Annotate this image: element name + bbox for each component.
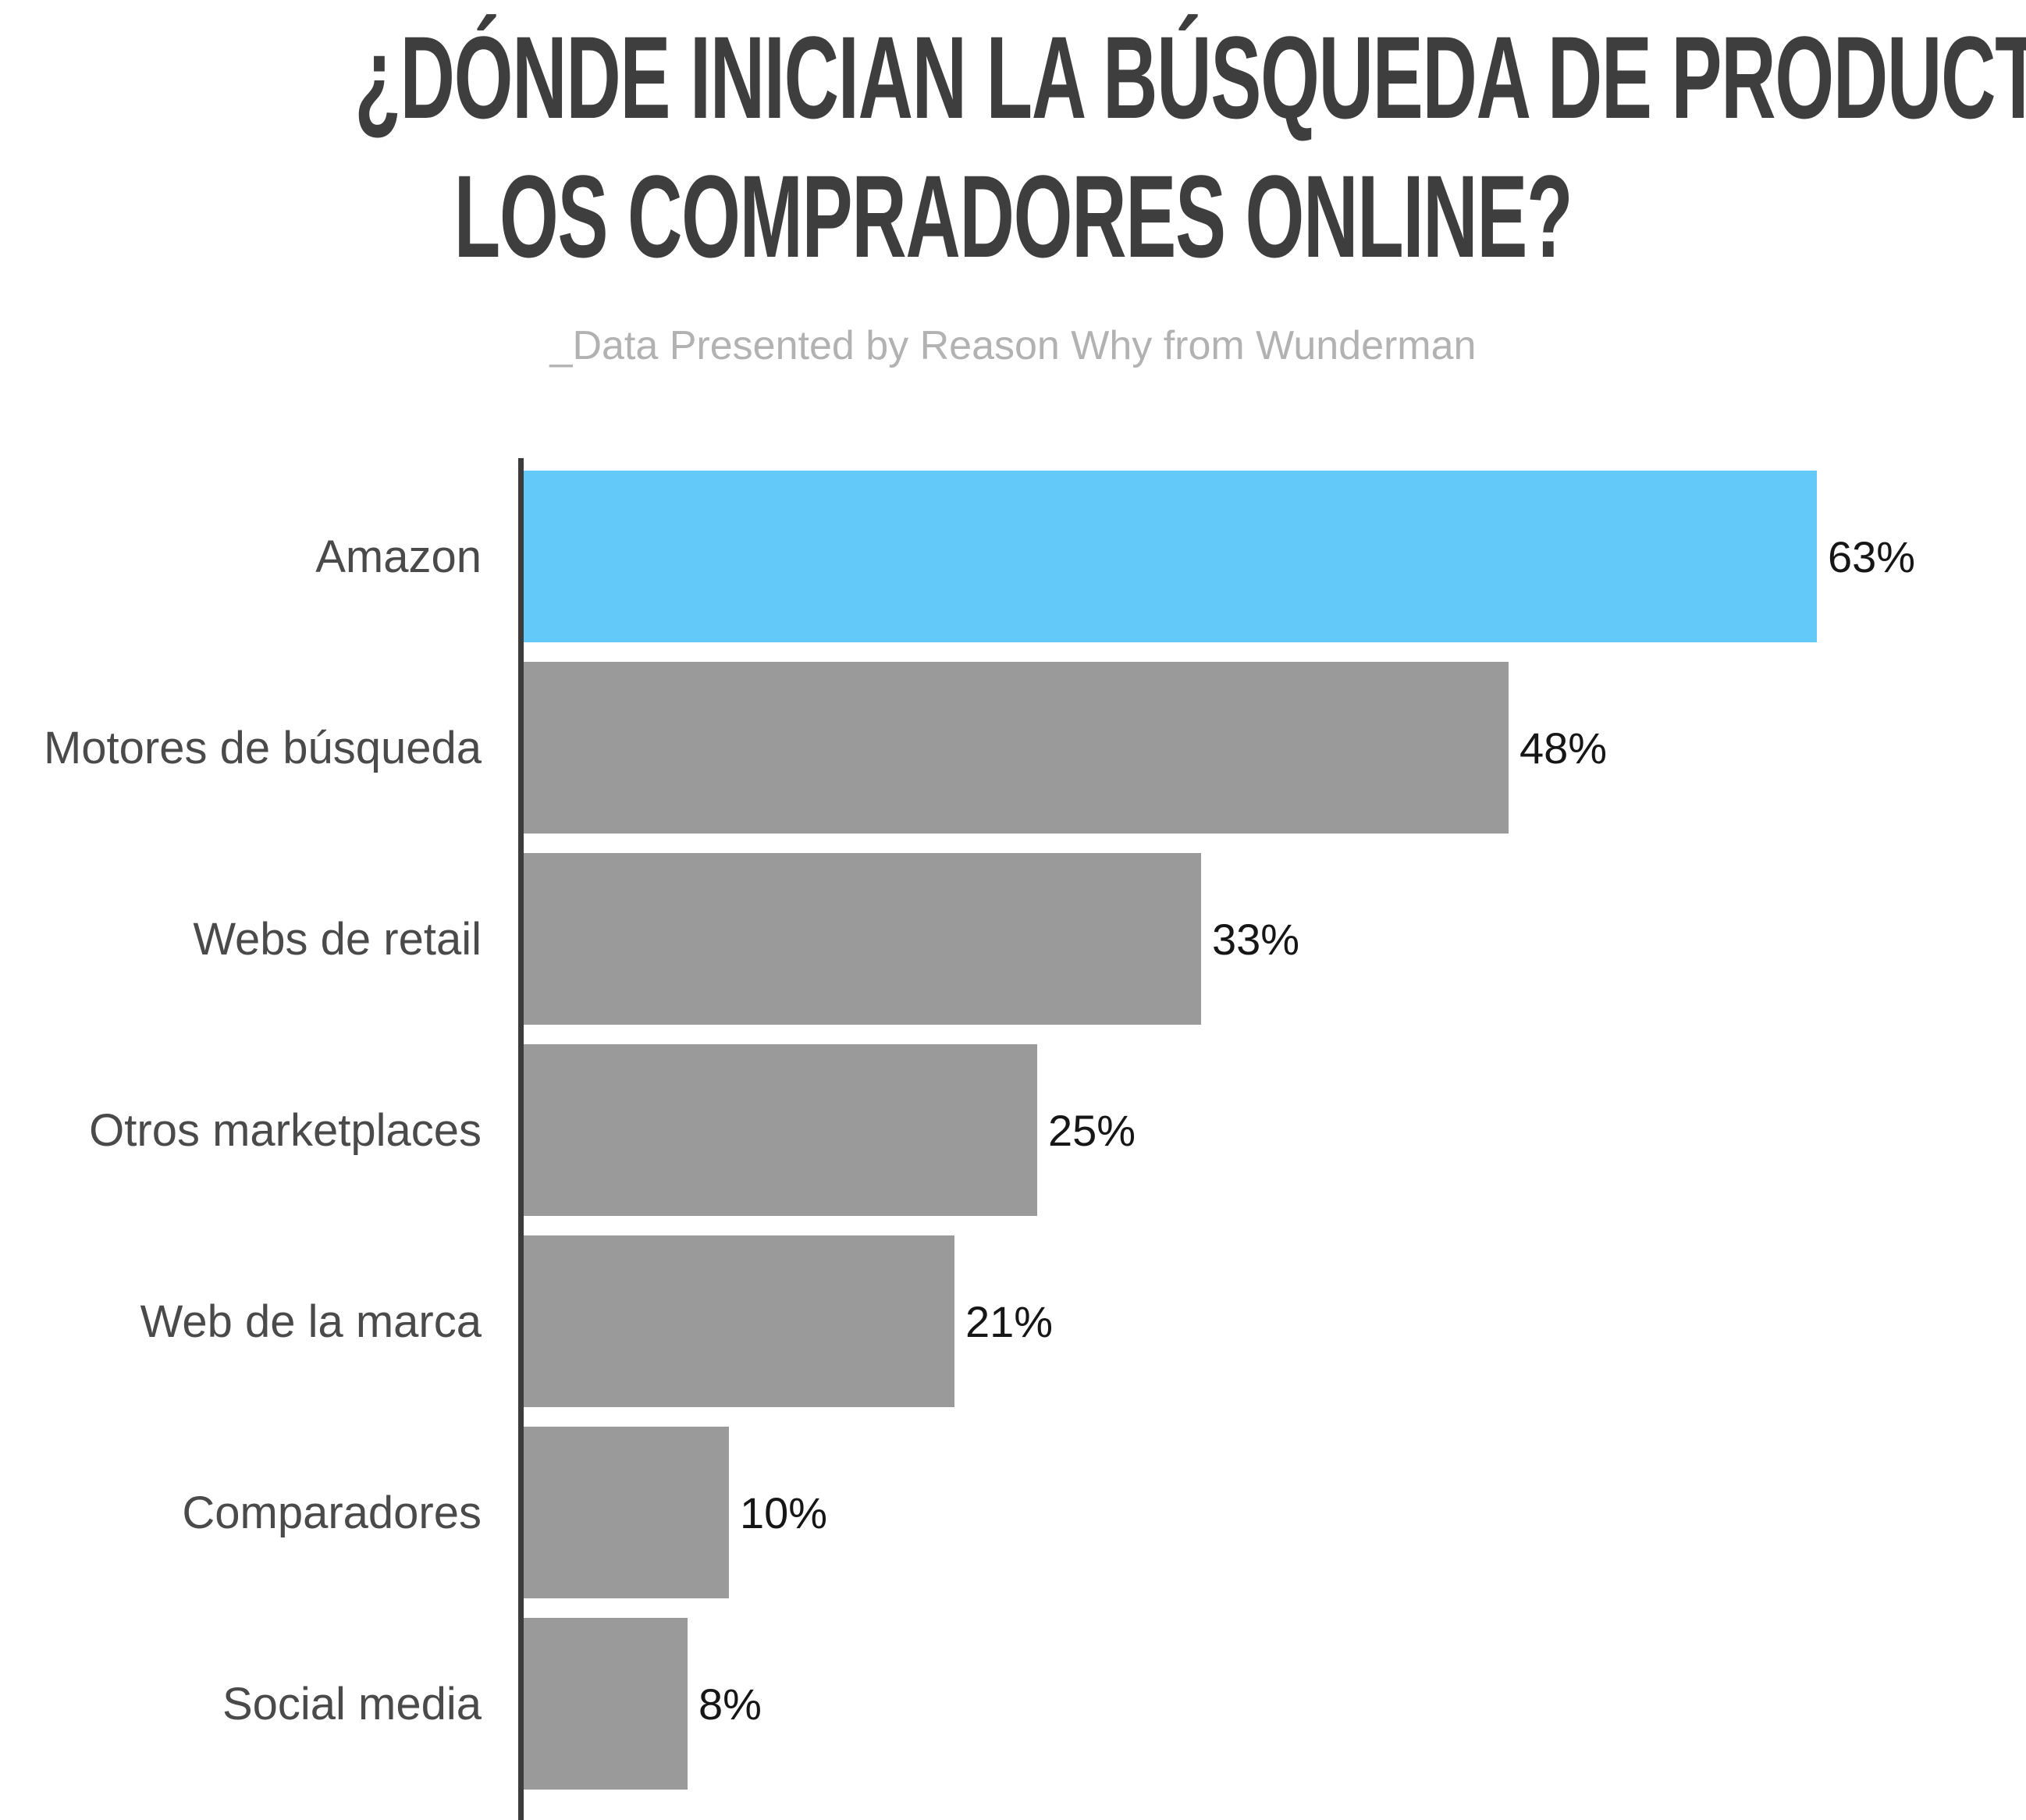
bar-row: Webs de retail 33%: [0, 853, 2026, 1025]
chart-title-line-1: ¿DÓNDE INICIAN LA BÚSQUEDA DE PRODUCTOS: [354, 12, 2026, 143]
y-axis-line: [518, 458, 524, 1820]
bar-row: Web de la marca 21%: [0, 1235, 2026, 1407]
value-label: 25%: [1048, 1105, 1136, 1155]
category-label: Motores de búsqueda: [43, 722, 482, 773]
bar: [524, 1235, 954, 1407]
category-label: Amazon: [315, 531, 482, 582]
bar: [524, 471, 1817, 642]
bar-track: 10%: [524, 1427, 2026, 1598]
chart-title-line-2: LOS COMPRADORES ONLINE?: [453, 151, 1573, 282]
bar: [524, 853, 1201, 1025]
bar-row: Social media 8%: [0, 1618, 2026, 1790]
value-label: 10%: [740, 1488, 828, 1537]
category-label: Comparadores: [182, 1487, 482, 1538]
value-label: 8%: [698, 1679, 762, 1729]
value-label: 21%: [965, 1296, 1054, 1346]
bar-track: 63%: [524, 471, 2026, 642]
category-label: Otros marketplaces: [89, 1104, 482, 1156]
bar-row: Otros marketplaces 25%: [0, 1044, 2026, 1216]
bar-track: 25%: [524, 1044, 2026, 1216]
bar: [524, 1044, 1037, 1216]
bar-track: 48%: [524, 662, 2026, 834]
bar: [524, 1427, 729, 1598]
bar-track: 33%: [524, 853, 2026, 1025]
category-label: Social media: [222, 1678, 482, 1729]
value-label: 48%: [1520, 723, 1608, 773]
bar-row: Comparadores 10%: [0, 1427, 2026, 1598]
bar-row: Motores de búsqueda 48%: [0, 662, 2026, 834]
bar-chart: Amazon 63% Motores de búsqueda 48% Webs …: [0, 458, 2026, 1820]
category-label: Webs de retail: [193, 913, 482, 965]
value-label: 63%: [1828, 531, 1916, 581]
bar-rows: Amazon 63% Motores de búsqueda 48% Webs …: [0, 471, 2026, 1790]
chart-subtitle: _Data Presented by Reason Why from Wunde…: [549, 323, 1477, 368]
bar: [524, 1618, 688, 1790]
category-label: Web de la marca: [140, 1296, 482, 1347]
bar-track: 21%: [524, 1235, 2026, 1407]
bar: [524, 662, 1509, 834]
bar-track: 8%: [524, 1618, 2026, 1790]
value-label: 33%: [1212, 914, 1300, 964]
chart-title: ¿DÓNDE INICIAN LA BÚSQUEDA DE PRODUCTOS …: [0, 8, 2026, 286]
bar-row: Amazon 63%: [0, 471, 2026, 642]
